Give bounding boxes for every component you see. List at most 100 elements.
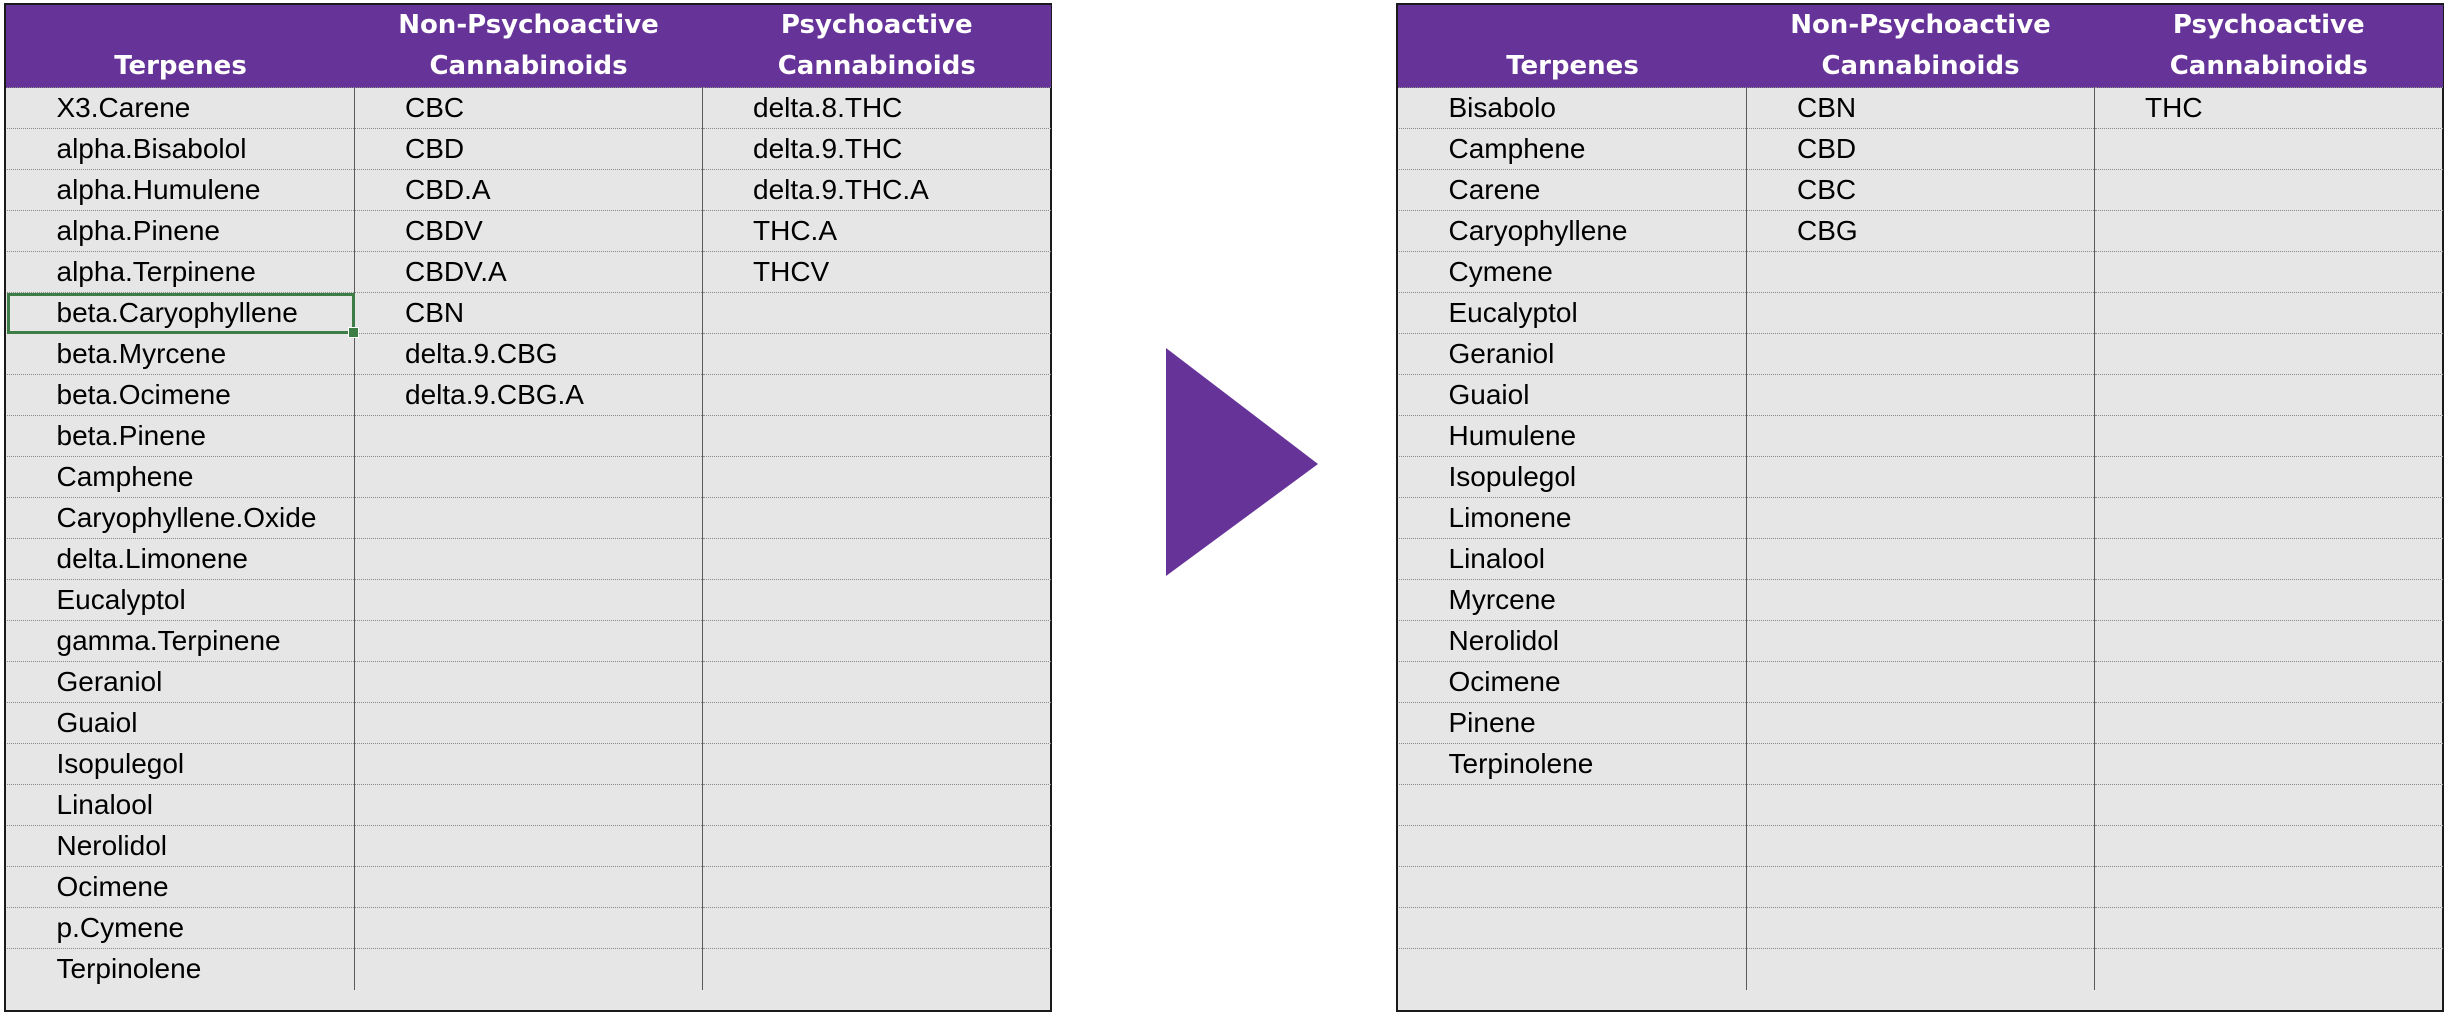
non-psychoactive-cell[interactable] [354,907,703,949]
non-psychoactive-cell[interactable]: CBDV [354,210,703,252]
non-psychoactive-cell[interactable] [354,825,703,867]
psychoactive-cell[interactable] [702,579,1051,621]
non-psychoactive-cell[interactable]: CBC [354,87,703,129]
psychoactive-cell[interactable] [2094,374,2443,416]
terpene-cell[interactable]: Caryophyllene [1398,210,1747,252]
non-psychoactive-cell[interactable] [354,497,703,539]
non-psychoactive-cell[interactable] [1746,374,2095,416]
psychoactive-cell[interactable] [2094,333,2443,375]
terpene-cell[interactable]: Guaiol [6,702,355,744]
terpene-cell[interactable] [1398,784,1747,826]
non-psychoactive-cell[interactable] [1746,292,2095,334]
non-psychoactive-cell[interactable] [1746,866,2095,908]
psychoactive-cell[interactable]: delta.8.THC [702,87,1051,129]
psychoactive-cell[interactable] [2094,620,2443,662]
terpene-cell[interactable]: Linalool [6,784,355,826]
header-non-psychoactive-cannabinoids[interactable]: Non-Psychoactive Cannabinoids [354,5,703,88]
psychoactive-cell[interactable] [702,784,1051,826]
terpene-cell[interactable]: Nerolidol [1398,620,1747,662]
terpene-cell[interactable]: Carene [1398,169,1747,211]
psychoactive-cell[interactable] [2094,292,2443,334]
psychoactive-cell[interactable] [2094,538,2443,580]
psychoactive-cell[interactable] [2094,866,2443,908]
header-non-psychoactive-cannabinoids[interactable]: Non-Psychoactive Cannabinoids [1746,5,2095,88]
non-psychoactive-cell[interactable] [354,784,703,826]
psychoactive-cell[interactable]: THCV [702,251,1051,293]
non-psychoactive-cell[interactable]: delta.9.CBG.A [354,374,703,416]
non-psychoactive-cell[interactable] [354,702,703,744]
terpene-cell[interactable]: Cymene [1398,251,1747,293]
terpene-cell[interactable] [1398,907,1747,949]
terpene-cell[interactable]: delta.Limonene [6,538,355,580]
psychoactive-cell[interactable] [702,292,1051,334]
terpene-cell[interactable] [1398,948,1747,990]
psychoactive-cell[interactable]: THC [2094,87,2443,129]
non-psychoactive-cell[interactable] [1746,825,2095,867]
psychoactive-cell[interactable] [2094,497,2443,539]
terpene-cell[interactable]: Eucalyptol [1398,292,1747,334]
non-psychoactive-cell[interactable]: CBD.A [354,169,703,211]
psychoactive-cell[interactable] [2094,702,2443,744]
terpene-cell[interactable]: alpha.Humulene [6,169,355,211]
psychoactive-cell[interactable] [702,907,1051,949]
psychoactive-cell[interactable] [702,948,1051,990]
psychoactive-cell[interactable]: delta.9.THC.A [702,169,1051,211]
terpene-cell[interactable]: beta.Pinene [6,415,355,457]
non-psychoactive-cell[interactable] [1746,251,2095,293]
non-psychoactive-cell[interactable]: CBD [354,128,703,170]
non-psychoactive-cell[interactable]: delta.9.CBG [354,333,703,375]
psychoactive-cell[interactable] [702,661,1051,703]
terpene-cell[interactable]: Camphene [6,456,355,498]
terpene-cell[interactable]: Geraniol [6,661,355,703]
terpene-cell[interactable]: alpha.Terpinene [6,251,355,293]
header-psychoactive-cannabinoids[interactable]: Psychoactive Cannabinoids [2094,5,2443,88]
non-psychoactive-cell[interactable]: CBC [1746,169,2095,211]
non-psychoactive-cell[interactable] [354,415,703,457]
header-psychoactive-cannabinoids[interactable]: Psychoactive Cannabinoids [702,5,1051,88]
psychoactive-cell[interactable] [2094,169,2443,211]
terpene-cell[interactable]: alpha.Bisabolol [6,128,355,170]
terpene-cell[interactable]: beta.Ocimene [6,374,355,416]
terpene-cell[interactable]: Terpinolene [6,948,355,990]
non-psychoactive-cell[interactable] [1746,661,2095,703]
terpene-cell[interactable]: gamma.Terpinene [6,620,355,662]
psychoactive-cell[interactable] [702,415,1051,457]
non-psychoactive-cell[interactable] [1746,620,2095,662]
terpene-cell[interactable]: Isopulegol [6,743,355,785]
psychoactive-cell[interactable] [702,825,1051,867]
psychoactive-cell[interactable] [702,374,1051,416]
non-psychoactive-cell[interactable] [354,456,703,498]
non-psychoactive-cell[interactable]: CBN [1746,87,2095,129]
terpene-cell[interactable]: alpha.Pinene [6,210,355,252]
non-psychoactive-cell[interactable] [354,866,703,908]
terpene-cell[interactable]: Camphene [1398,128,1747,170]
terpene-cell[interactable]: Ocimene [1398,661,1747,703]
non-psychoactive-cell[interactable] [1746,579,2095,621]
psychoactive-cell[interactable] [702,866,1051,908]
header-terpenes[interactable]: Terpenes [6,5,355,88]
psychoactive-cell[interactable] [2094,251,2443,293]
psychoactive-cell[interactable] [702,333,1051,375]
terpene-cell[interactable]: p.Cymene [6,907,355,949]
terpene-cell[interactable]: Limonene [1398,497,1747,539]
psychoactive-cell[interactable] [2094,907,2443,949]
non-psychoactive-cell[interactable] [1746,497,2095,539]
psychoactive-cell[interactable] [2094,784,2443,826]
terpene-cell[interactable]: Bisabolo [1398,87,1747,129]
psychoactive-cell[interactable] [702,456,1051,498]
psychoactive-cell[interactable]: THC.A [702,210,1051,252]
terpene-cell[interactable]: Caryophyllene.Oxide [6,497,355,539]
fill-handle[interactable] [348,327,359,338]
terpene-cell[interactable]: Guaiol [1398,374,1747,416]
non-psychoactive-cell[interactable] [1746,333,2095,375]
non-psychoactive-cell[interactable] [1746,743,2095,785]
selected-cell[interactable]: beta.Caryophyllene [6,292,359,338]
psychoactive-cell[interactable] [702,702,1051,744]
non-psychoactive-cell[interactable]: CBDV.A [354,251,703,293]
non-psychoactive-cell[interactable]: CBN [354,292,703,334]
terpene-cell[interactable]: Eucalyptol [6,579,355,621]
terpene-cell[interactable]: beta.Myrcene [6,333,355,375]
psychoactive-cell[interactable] [2094,415,2443,457]
terpene-cell[interactable]: Ocimene [6,866,355,908]
non-psychoactive-cell[interactable] [1746,948,2095,990]
